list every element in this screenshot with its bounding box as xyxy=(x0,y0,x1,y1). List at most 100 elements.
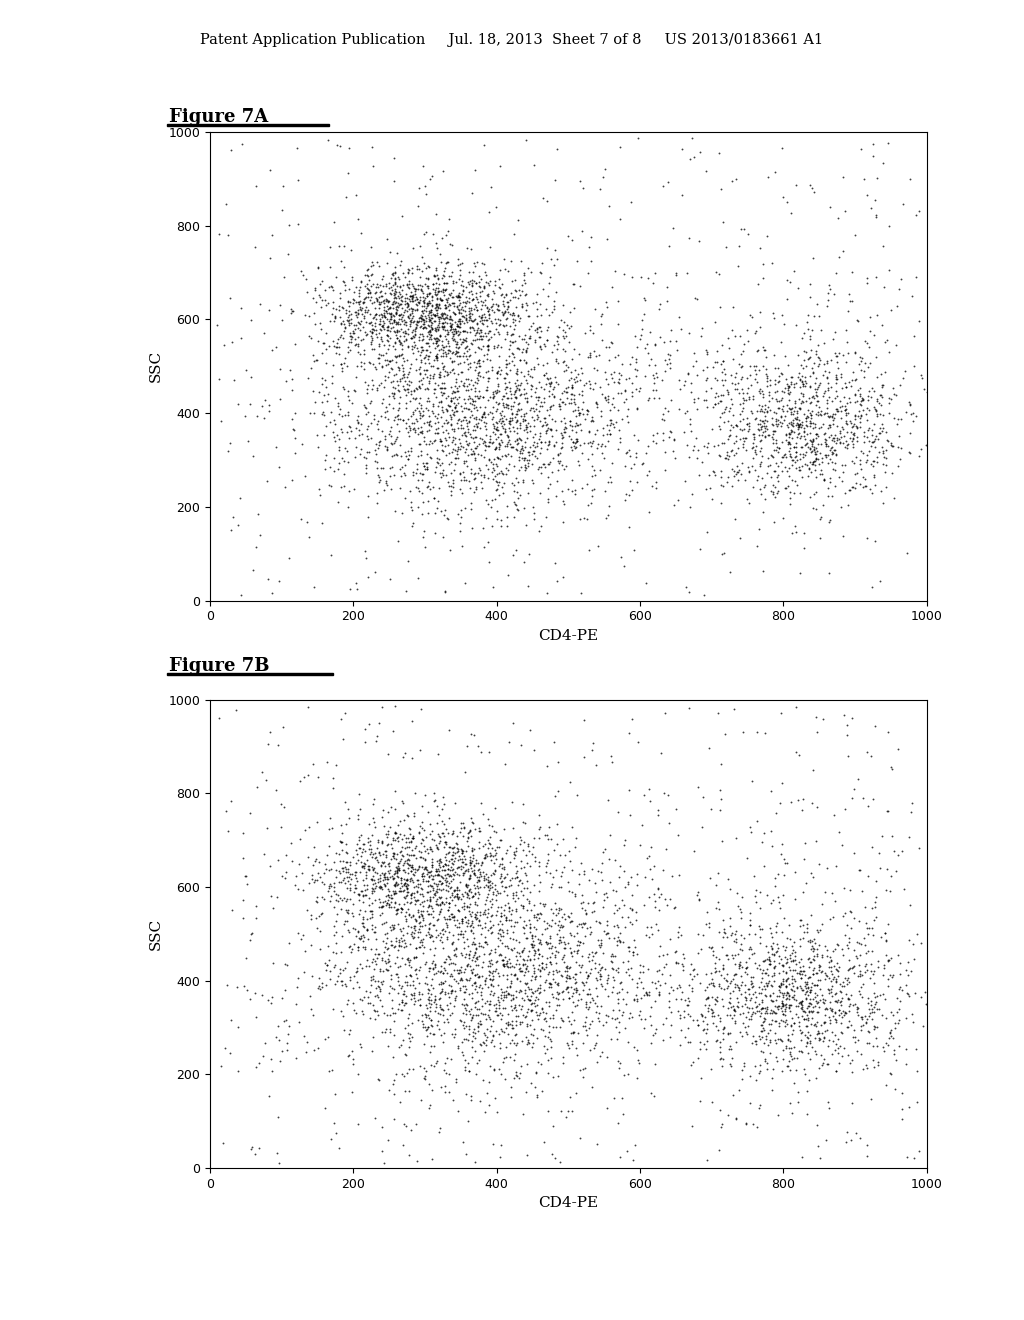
Point xyxy=(395,367,412,388)
Point xyxy=(531,978,548,999)
Point xyxy=(710,352,726,374)
Point xyxy=(681,227,697,248)
Point xyxy=(755,383,771,404)
Point xyxy=(440,900,457,921)
Point xyxy=(509,1065,525,1086)
Point xyxy=(346,479,362,500)
Point xyxy=(780,426,797,447)
Point xyxy=(523,999,540,1020)
Point xyxy=(698,396,715,417)
Point xyxy=(451,317,467,338)
Point xyxy=(876,492,892,513)
Point xyxy=(742,966,759,987)
Point xyxy=(449,834,465,855)
Point xyxy=(410,312,426,333)
Point xyxy=(695,585,712,606)
Point xyxy=(764,445,780,466)
Point xyxy=(399,293,416,314)
Point xyxy=(754,446,770,467)
Point xyxy=(371,297,387,318)
Point xyxy=(782,404,799,425)
Point xyxy=(469,322,485,343)
Point xyxy=(500,982,516,1003)
Point xyxy=(774,446,791,467)
Point xyxy=(864,1002,881,1023)
Point xyxy=(519,927,536,948)
Point xyxy=(718,969,734,990)
Point xyxy=(432,430,449,451)
Point xyxy=(377,282,393,304)
Point xyxy=(393,999,410,1020)
Point xyxy=(408,387,424,408)
Point xyxy=(536,1036,552,1057)
Point xyxy=(508,946,524,968)
Point xyxy=(388,321,404,342)
Point xyxy=(450,417,466,438)
Point xyxy=(867,870,884,891)
Point xyxy=(556,855,572,876)
Point xyxy=(495,314,511,335)
Point xyxy=(455,812,471,833)
Point xyxy=(436,952,453,973)
Point xyxy=(422,310,438,331)
Point xyxy=(901,444,918,465)
Point xyxy=(796,961,812,982)
Point xyxy=(516,420,532,441)
Point xyxy=(528,409,545,430)
Point xyxy=(579,404,595,425)
Point xyxy=(426,945,442,966)
Point xyxy=(645,1085,662,1106)
Point xyxy=(774,395,791,416)
Point xyxy=(684,483,700,504)
Point xyxy=(518,974,535,995)
Point xyxy=(458,409,474,430)
Point xyxy=(384,916,400,937)
Point xyxy=(807,1014,823,1035)
Point xyxy=(720,948,736,969)
Point xyxy=(402,884,419,906)
Point xyxy=(328,867,344,888)
Point xyxy=(517,979,534,1001)
Point xyxy=(792,399,808,420)
Point xyxy=(418,333,434,354)
Point xyxy=(761,381,777,403)
Point xyxy=(366,306,382,327)
Point xyxy=(484,433,501,454)
Point xyxy=(463,841,479,862)
Y-axis label: SSC: SSC xyxy=(148,917,163,950)
Point xyxy=(733,367,750,388)
Point xyxy=(635,956,651,977)
Point xyxy=(513,405,529,426)
Point xyxy=(749,1034,765,1055)
Point xyxy=(774,1030,791,1051)
Point xyxy=(477,894,494,915)
Point xyxy=(845,433,861,454)
Point xyxy=(748,880,764,902)
Point xyxy=(435,855,452,876)
Point xyxy=(549,139,565,160)
Point xyxy=(335,450,351,471)
Point xyxy=(808,424,824,445)
Point xyxy=(847,224,863,246)
Point xyxy=(364,264,380,285)
Point xyxy=(770,1104,786,1125)
Point xyxy=(631,731,647,752)
Point xyxy=(802,989,818,1010)
Point xyxy=(345,289,361,310)
Point xyxy=(430,422,446,444)
Point xyxy=(813,459,829,480)
Point xyxy=(398,292,415,313)
Point xyxy=(838,399,854,420)
Point xyxy=(370,379,386,400)
Point xyxy=(824,1001,841,1022)
Point xyxy=(437,304,454,325)
Point xyxy=(581,998,597,1019)
Point xyxy=(696,1019,713,1040)
Point xyxy=(490,962,507,983)
Point xyxy=(404,326,421,347)
Point xyxy=(400,903,417,924)
Point xyxy=(478,343,495,364)
Point xyxy=(485,1059,502,1080)
Point xyxy=(457,981,473,1002)
Point xyxy=(463,919,479,940)
